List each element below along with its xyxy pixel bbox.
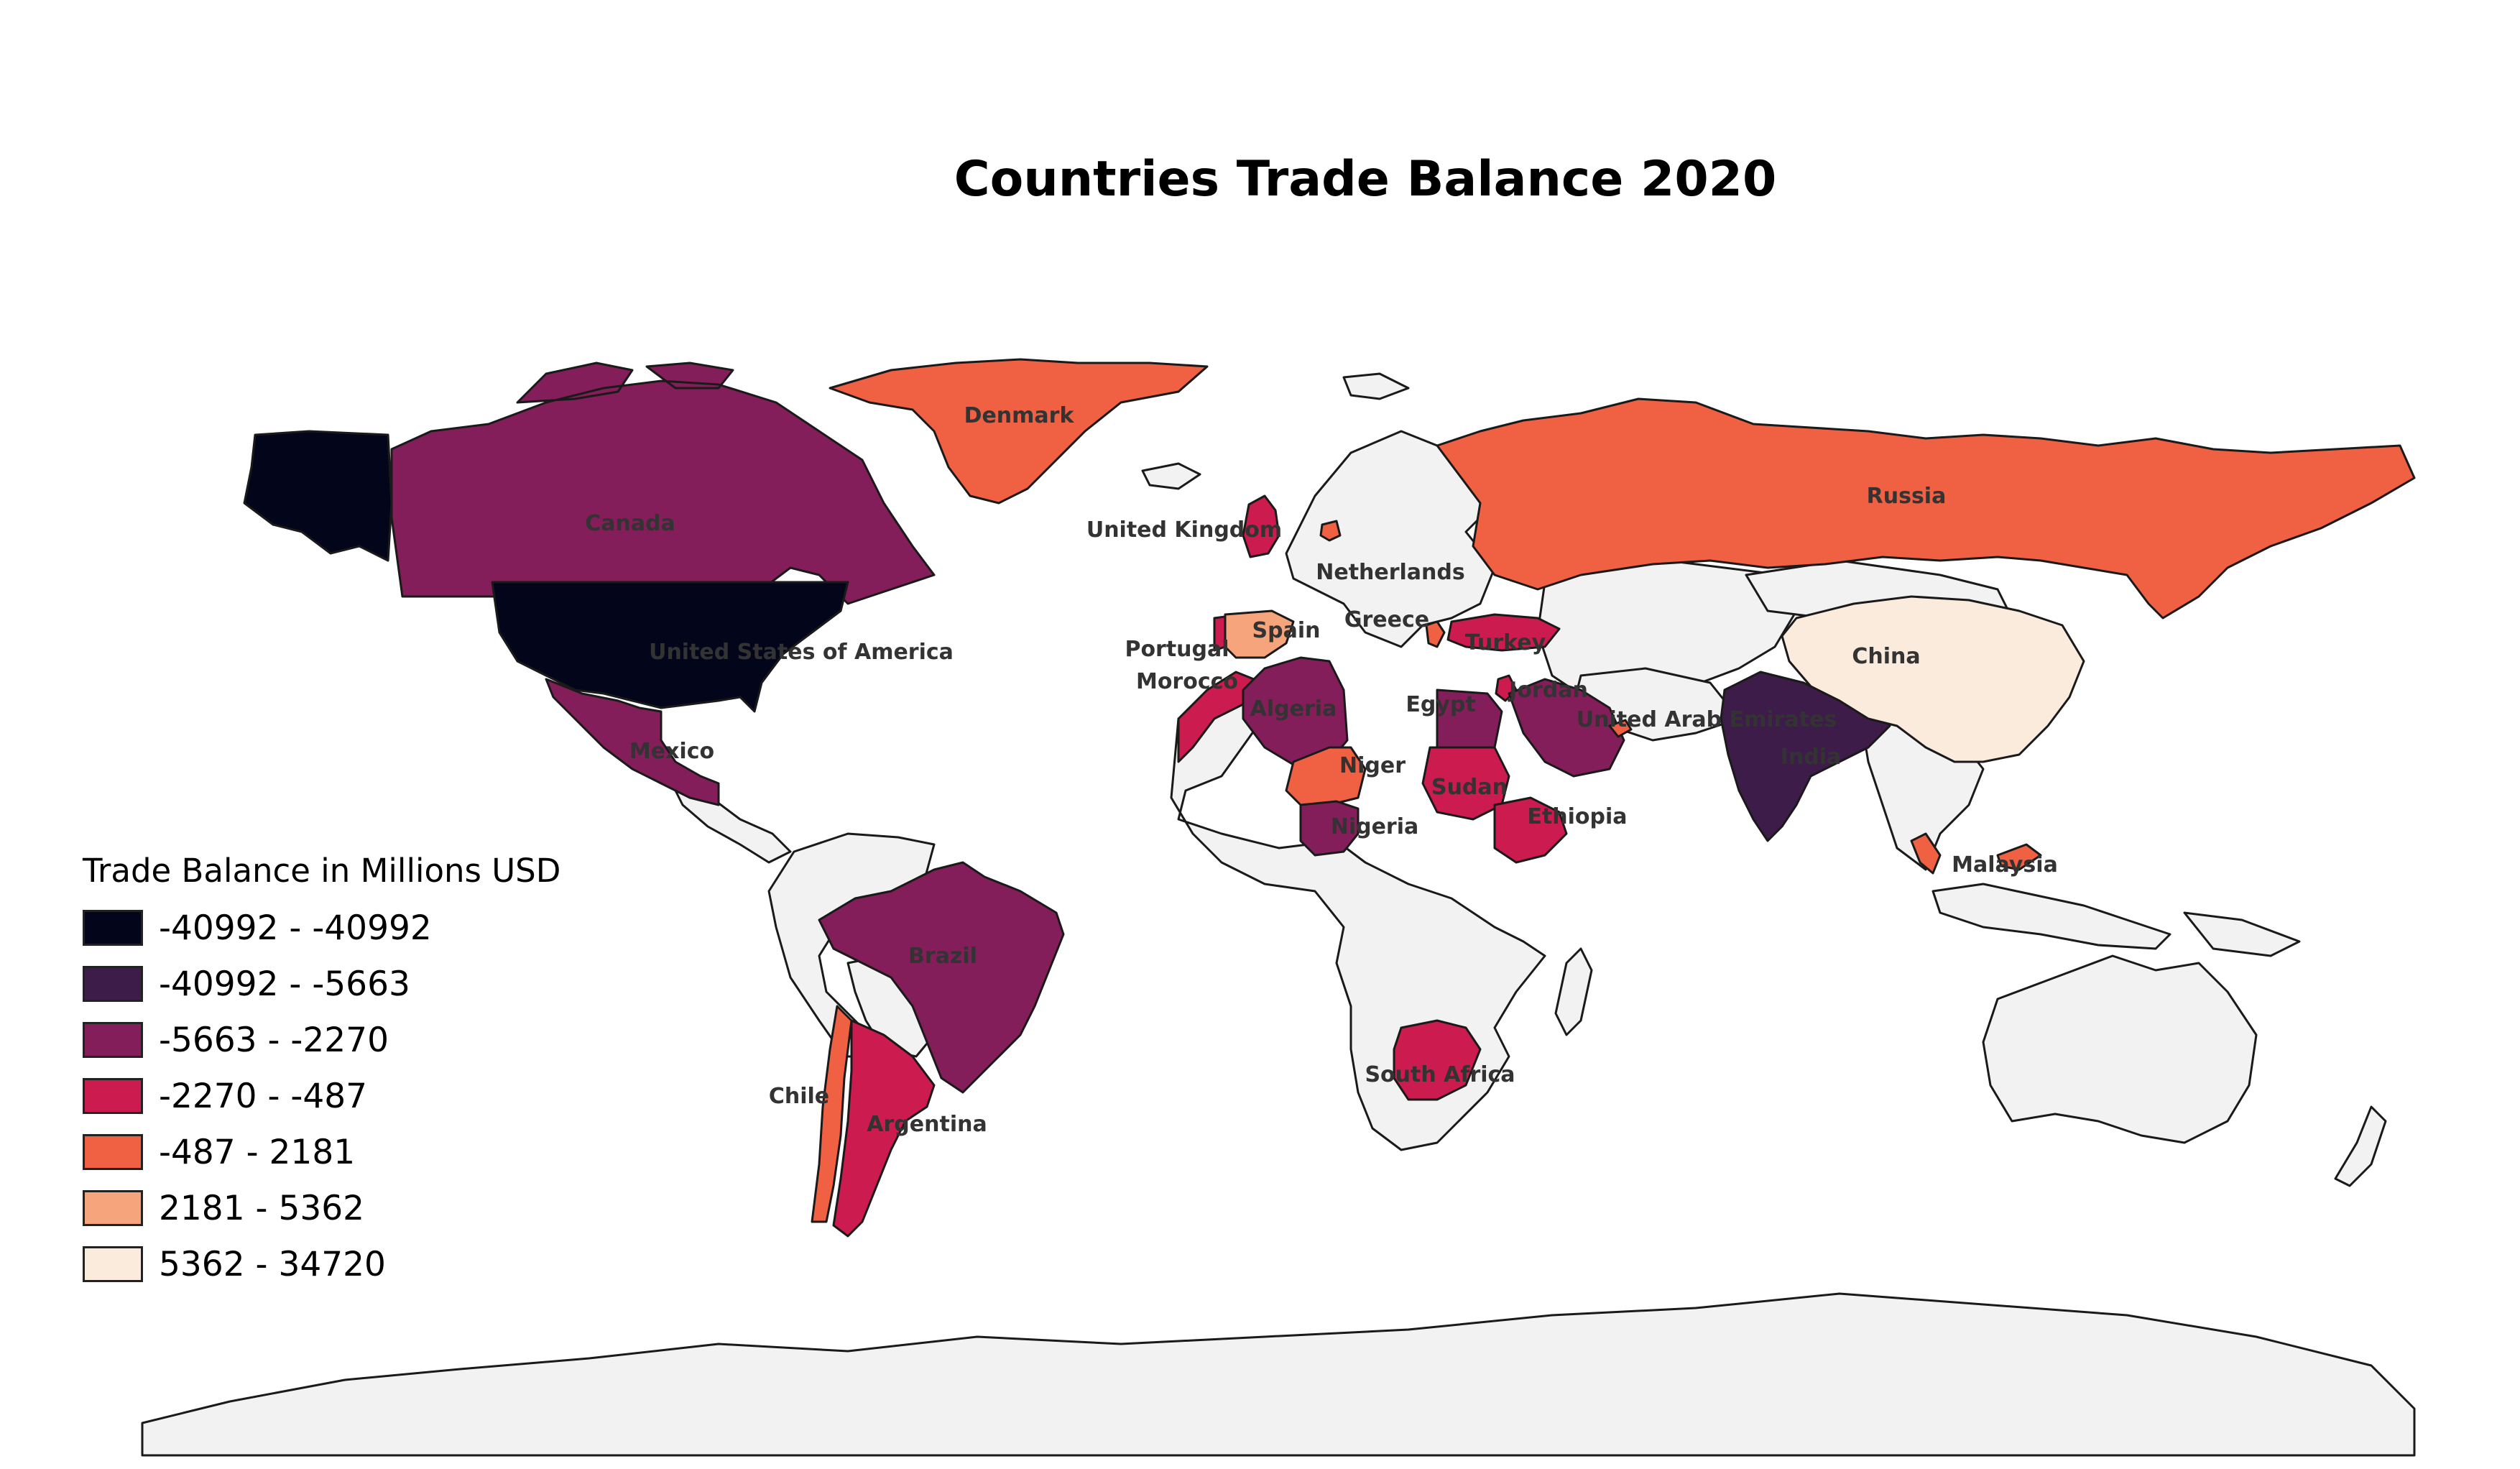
country-algeria	[1242, 656, 1349, 770]
country-label-portugal: Portugal	[1125, 637, 1229, 662]
legend-label: -40992 - -5663	[159, 964, 410, 1004]
legend-item: 2181 - 5362	[83, 1180, 600, 1236]
legend-item: -487 - 2181	[83, 1124, 600, 1180]
country-label-greece: Greece	[1344, 607, 1429, 632]
country-label-canada: Canada	[585, 511, 675, 536]
country-brazil	[818, 861, 1065, 1094]
country-spain	[1224, 609, 1295, 659]
country-united-states-of-america	[243, 430, 849, 713]
country-label-chile: Chile	[769, 1084, 829, 1109]
country-label-united-kingdom: United Kingdom	[1086, 517, 1282, 543]
legend-label: -2270 - -487	[159, 1076, 368, 1116]
legend-swatch	[83, 966, 143, 1002]
country-label-sudan: Sudan	[1431, 775, 1508, 800]
choropleth-countries-layer	[243, 358, 2416, 1238]
country-label-south-africa: South Africa	[1365, 1062, 1515, 1087]
legend-swatch	[83, 1134, 143, 1170]
legend-item: -2270 - -487	[83, 1068, 600, 1124]
legend-swatch	[83, 1078, 143, 1114]
legend-label: -487 - 2181	[159, 1132, 356, 1172]
australia-shape	[1982, 954, 2258, 1144]
europe-shape	[1285, 430, 1496, 648]
country-label-jordan: Jordan	[1508, 678, 1588, 703]
legend-title: Trade Balance in Millions USD	[83, 852, 561, 890]
country-south-africa	[1393, 1019, 1482, 1101]
country-saudi-arabia	[1508, 678, 1625, 778]
country-canada	[390, 362, 936, 605]
legend-items: -40992 - -40992 -40992 - -5663 -5663 - -22…	[83, 900, 600, 1292]
new-zealand-shape	[2334, 1105, 2387, 1187]
map-title: Countries Trade Balance 2020	[954, 151, 1777, 208]
country-netherlands	[1319, 520, 1342, 542]
country-nigeria	[1299, 800, 1360, 857]
country-united-arab-emirates	[1608, 719, 1633, 738]
country-labels-layer: Canada United States of America Mexico Denm…	[585, 403, 2058, 1137]
country-china	[1781, 595, 2085, 763]
country-ethiopia	[1493, 796, 1568, 864]
no-data-countries-layer	[141, 372, 2416, 1457]
legend-label: 5362 - 34720	[159, 1244, 386, 1284]
country-sudan	[1421, 746, 1510, 821]
legend-swatch	[83, 1022, 143, 1058]
legend-item: 5362 - 34720	[83, 1236, 600, 1292]
legend-item: -40992 - -40992	[83, 900, 600, 956]
legend-swatch	[83, 910, 143, 946]
legend-item: -40992 - -5663	[83, 956, 600, 1012]
country-label-nigeria: Nigeria	[1331, 814, 1419, 839]
indonesia-islands-shape	[1931, 883, 2171, 950]
country-label-egypt: Egypt	[1406, 692, 1475, 717]
iceland-shape	[1141, 462, 1201, 490]
country-niger	[1285, 746, 1367, 806]
country-denmark	[829, 358, 1209, 505]
country-mexico	[545, 678, 720, 806]
madagascar-shape	[1554, 947, 1593, 1036]
country-label-spain: Spain	[1252, 618, 1321, 643]
country-label-ethiopia: Ethiopia	[1527, 804, 1627, 829]
legend-swatch	[83, 1246, 143, 1282]
country-label-malaysia: Malaysia	[1952, 852, 2058, 878]
legend-swatch	[83, 1190, 143, 1226]
country-label-china: China	[1852, 644, 1920, 669]
country-label-india: India	[1781, 745, 1842, 770]
country-label-mexico: Mexico	[629, 739, 714, 764]
country-label-denmark: Denmark	[964, 403, 1075, 428]
antarctica-shape	[141, 1292, 2416, 1457]
country-egypt	[1436, 689, 1503, 749]
country-turkey	[1446, 613, 1561, 652]
country-russia	[1436, 397, 2416, 620]
country-malaysia	[1910, 832, 2042, 875]
country-label-algeria: Algeria	[1250, 696, 1337, 722]
country-label-russia: Russia	[1867, 484, 1947, 509]
country-label-brazil: Brazil	[908, 944, 977, 969]
papua-shape	[2183, 911, 2301, 957]
country-greece	[1425, 620, 1446, 648]
legend: Trade Balance in Millions USD -40992 - -…	[83, 852, 600, 1292]
legend-label: -40992 - -40992	[159, 908, 432, 948]
svalbard-shape	[1342, 372, 1410, 400]
country-label-argentina: Argentina	[867, 1112, 987, 1137]
country-label-united-arab-emirates: United Arab Emirates	[1577, 707, 1837, 732]
country-argentina	[832, 1019, 936, 1238]
country-label-morocco: Morocco	[1136, 669, 1238, 694]
country-label-niger: Niger	[1339, 753, 1406, 778]
legend-label: -5663 - -2270	[159, 1020, 389, 1060]
country-united-kingdom	[1242, 494, 1280, 558]
legend-label: 2181 - 5362	[159, 1188, 365, 1228]
country-label-united-states-of-america: United States of America	[649, 640, 954, 665]
country-label-netherlands: Netherlands	[1316, 560, 1465, 585]
country-chile	[811, 1005, 853, 1223]
legend-item: -5663 - -2270	[83, 1012, 600, 1068]
country-label-turkey: Turkey	[1465, 630, 1546, 655]
